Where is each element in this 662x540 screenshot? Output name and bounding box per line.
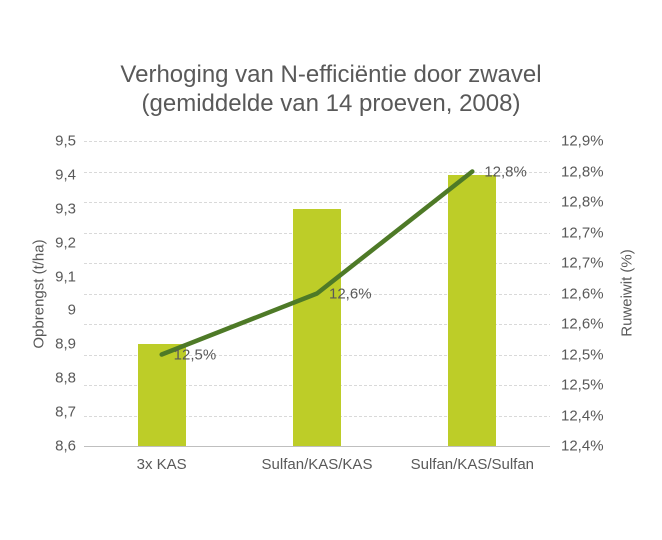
left-axis-tick: 9,1 — [55, 268, 76, 286]
gridline — [84, 141, 550, 142]
line-path — [159, 169, 475, 357]
left-axis-tick: 8,6 — [55, 437, 76, 455]
chart-title-line-1: Verhoging van N-efficiëntie door zwavel — [120, 61, 542, 88]
right-axis-title: Ruweiwit (%) — [618, 249, 636, 337]
right-axis-tick: 12,4% — [561, 407, 604, 424]
line-data-label: 12,5% — [173, 346, 217, 363]
chart-title-line-2: (gemiddelde van 14 proeven, 2008) — [141, 90, 521, 117]
x-axis-label: Sulfan/KAS/Sulfan — [410, 456, 535, 473]
plot-area: 12,5% 12,6% 12,8% — [84, 141, 550, 447]
line-data-label: 12,6% — [329, 285, 372, 302]
right-axis-tick: 12,7% — [561, 254, 604, 272]
bar-Sulfan/KAS/KAS — [293, 208, 341, 446]
left-axis-tick: 9,2 — [55, 234, 76, 252]
gridline — [84, 171, 550, 173]
right-axis-tick: 12,6% — [561, 285, 604, 302]
x-axis-label: Sulfan/KAS/KAS — [261, 456, 373, 473]
left-axis-tick: 8,7 — [55, 403, 76, 421]
line-series — [159, 169, 475, 357]
right-axis-tick: 12,7% — [561, 224, 604, 241]
line-data-label: 12,8% — [484, 163, 527, 180]
right-axis-tick: 12,8% — [561, 193, 604, 211]
left-axis-tick: 8,8 — [55, 369, 76, 387]
right-axis-tick: 12,5% — [561, 346, 604, 363]
left-axis-tick: 8,9 — [55, 335, 76, 353]
x-axis-label: 3x KAS — [136, 456, 187, 473]
left-axis-title: Opbrengst (t/ha) — [30, 239, 48, 349]
right-axis-tick: 12,9% — [561, 132, 604, 150]
right-axis-tick: 12,8% — [561, 163, 604, 180]
left-axis-tick: 9,4 — [55, 166, 76, 184]
left-axis-tick: 9,5 — [55, 132, 76, 150]
gridline — [84, 202, 550, 203]
bar-Sulfan/KAS/Sulfan — [448, 174, 497, 446]
bar-3x KAS — [137, 344, 186, 446]
right-axis-tick: 12,4% — [561, 437, 604, 455]
right-axis-tick: 12,6% — [561, 315, 604, 333]
chart-title: Verhoging van N-efficiëntie door zwavel … — [0, 60, 662, 118]
right-axis-tick: 12,5% — [561, 376, 604, 394]
left-axis-tick: 9 — [67, 301, 76, 319]
left-axis-tick: 9,3 — [55, 200, 76, 218]
